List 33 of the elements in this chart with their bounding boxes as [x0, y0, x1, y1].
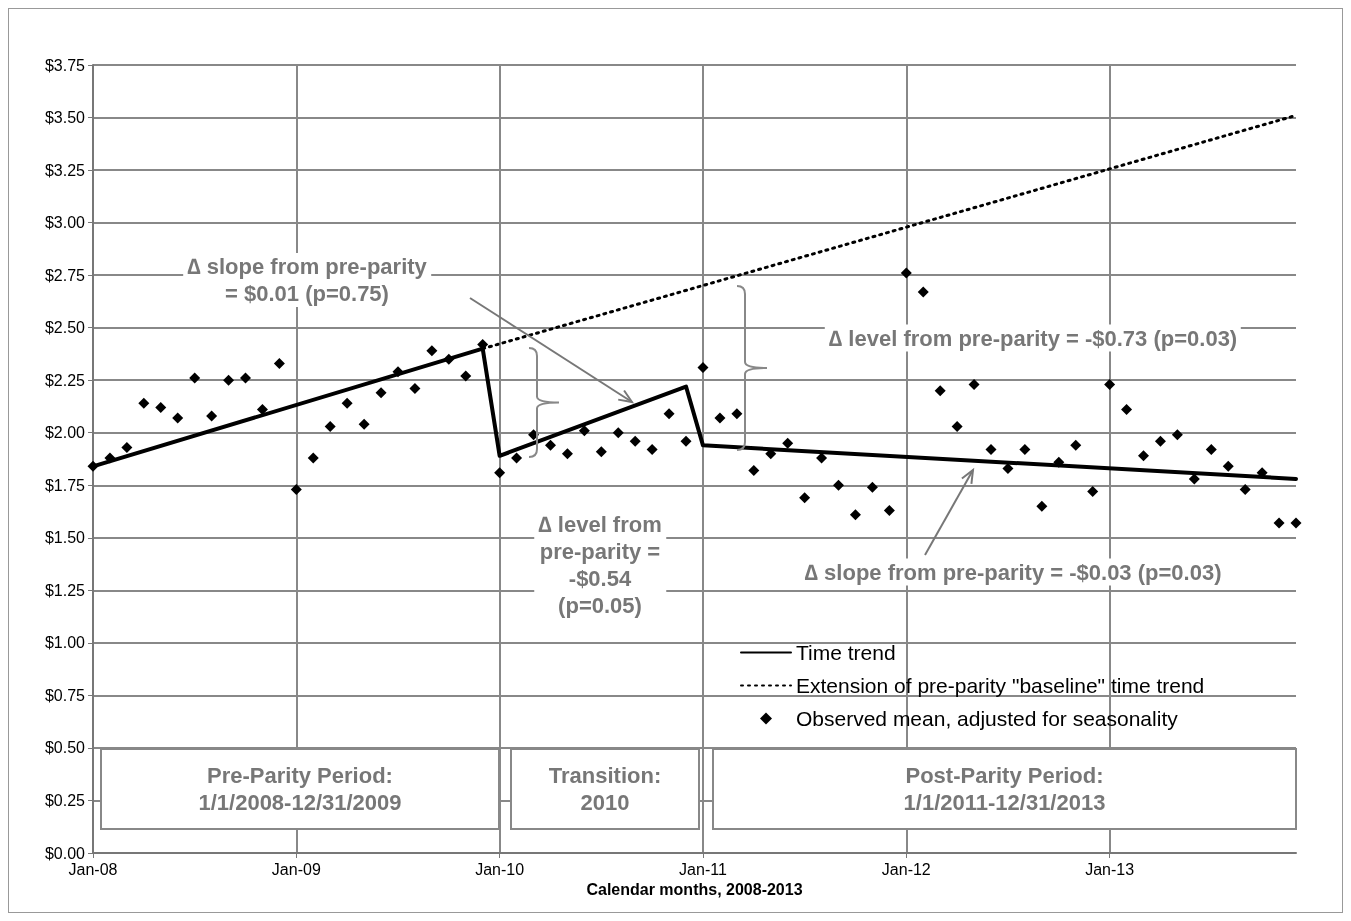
annotation: Post-Parity Period: 1/1/2011-12/31/2013: [903, 762, 1106, 816]
y-tick-label: $3.25: [44, 161, 86, 179]
annotation: Transition: 2010: [548, 762, 662, 816]
x-axis-title: Calendar months, 2008-2013: [586, 881, 803, 899]
x-tick-label: Jan-12: [881, 860, 931, 878]
y-tick-label: $2.25: [44, 371, 86, 389]
x-tick-label: Jan-13: [1085, 860, 1135, 878]
y-tick-label: $1.75: [44, 476, 86, 494]
y-tick-label: $0.25: [44, 791, 86, 809]
x-tick-label: Jan-09: [271, 860, 321, 878]
y-tick-label: $0.50: [44, 739, 86, 757]
x-tick-label: Jan-08: [68, 860, 118, 878]
y-tick-label: $1.50: [44, 529, 86, 547]
legend-label: Observed mean, adjusted for seasonality: [796, 707, 1179, 730]
annotation: ∆ slope from pre-parity = -$0.03 (p=0.03): [800, 558, 1226, 586]
y-tick-label: $2.00: [44, 424, 86, 442]
annotation: ∆ level from pre-parity = -$0.54 (p=0.05): [534, 511, 666, 619]
x-tick-label: Jan-10: [475, 860, 525, 878]
y-tick-label: $1.00: [44, 634, 86, 652]
y-tick-label: $2.75: [44, 266, 86, 284]
y-tick-label: $0.75: [44, 686, 86, 704]
annotation: ∆ level from pre-parity = -$0.73 (p=0.03): [824, 324, 1242, 352]
y-tick-label: $0.00: [44, 844, 86, 862]
y-tick-label: $3.50: [44, 109, 86, 127]
annotation: Pre-Parity Period: 1/1/2008-12/31/2009: [198, 762, 402, 816]
y-tick-label: $3.00: [44, 214, 86, 232]
annotation: ∆ slope from pre-parity = $0.01 (p=0.75): [183, 253, 431, 307]
y-tick-label: $2.50: [44, 319, 86, 337]
x-tick-label: Jan-11: [679, 860, 727, 878]
legend-label: Extension of pre-parity "baseline" time trend: [796, 674, 1205, 697]
legend-label: Time trend: [796, 641, 896, 664]
y-tick-label: $3.75: [44, 56, 86, 74]
y-tick-label: $1.25: [44, 581, 86, 599]
